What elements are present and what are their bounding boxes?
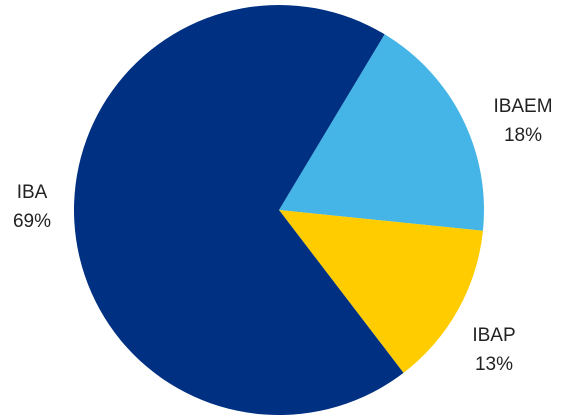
slice-label-iba: IBA: [17, 182, 48, 203]
slice-value-ibap: 13%: [475, 354, 513, 375]
slice-value-iba: 69%: [13, 211, 51, 232]
slice-value-ibaem: 18%: [504, 125, 542, 146]
pie-labels: IBAEM 18% IBAP 13% IBA 69%: [13, 96, 553, 375]
pie-slices: [73, 4, 484, 415]
pie-slice-iba: [73, 4, 404, 415]
slice-label-ibap: IBAP: [472, 325, 515, 346]
pie-slice-ibaem: [279, 34, 484, 231]
pie-slice-ibap: [279, 210, 483, 373]
slice-label-ibaem: IBAEM: [493, 96, 552, 117]
